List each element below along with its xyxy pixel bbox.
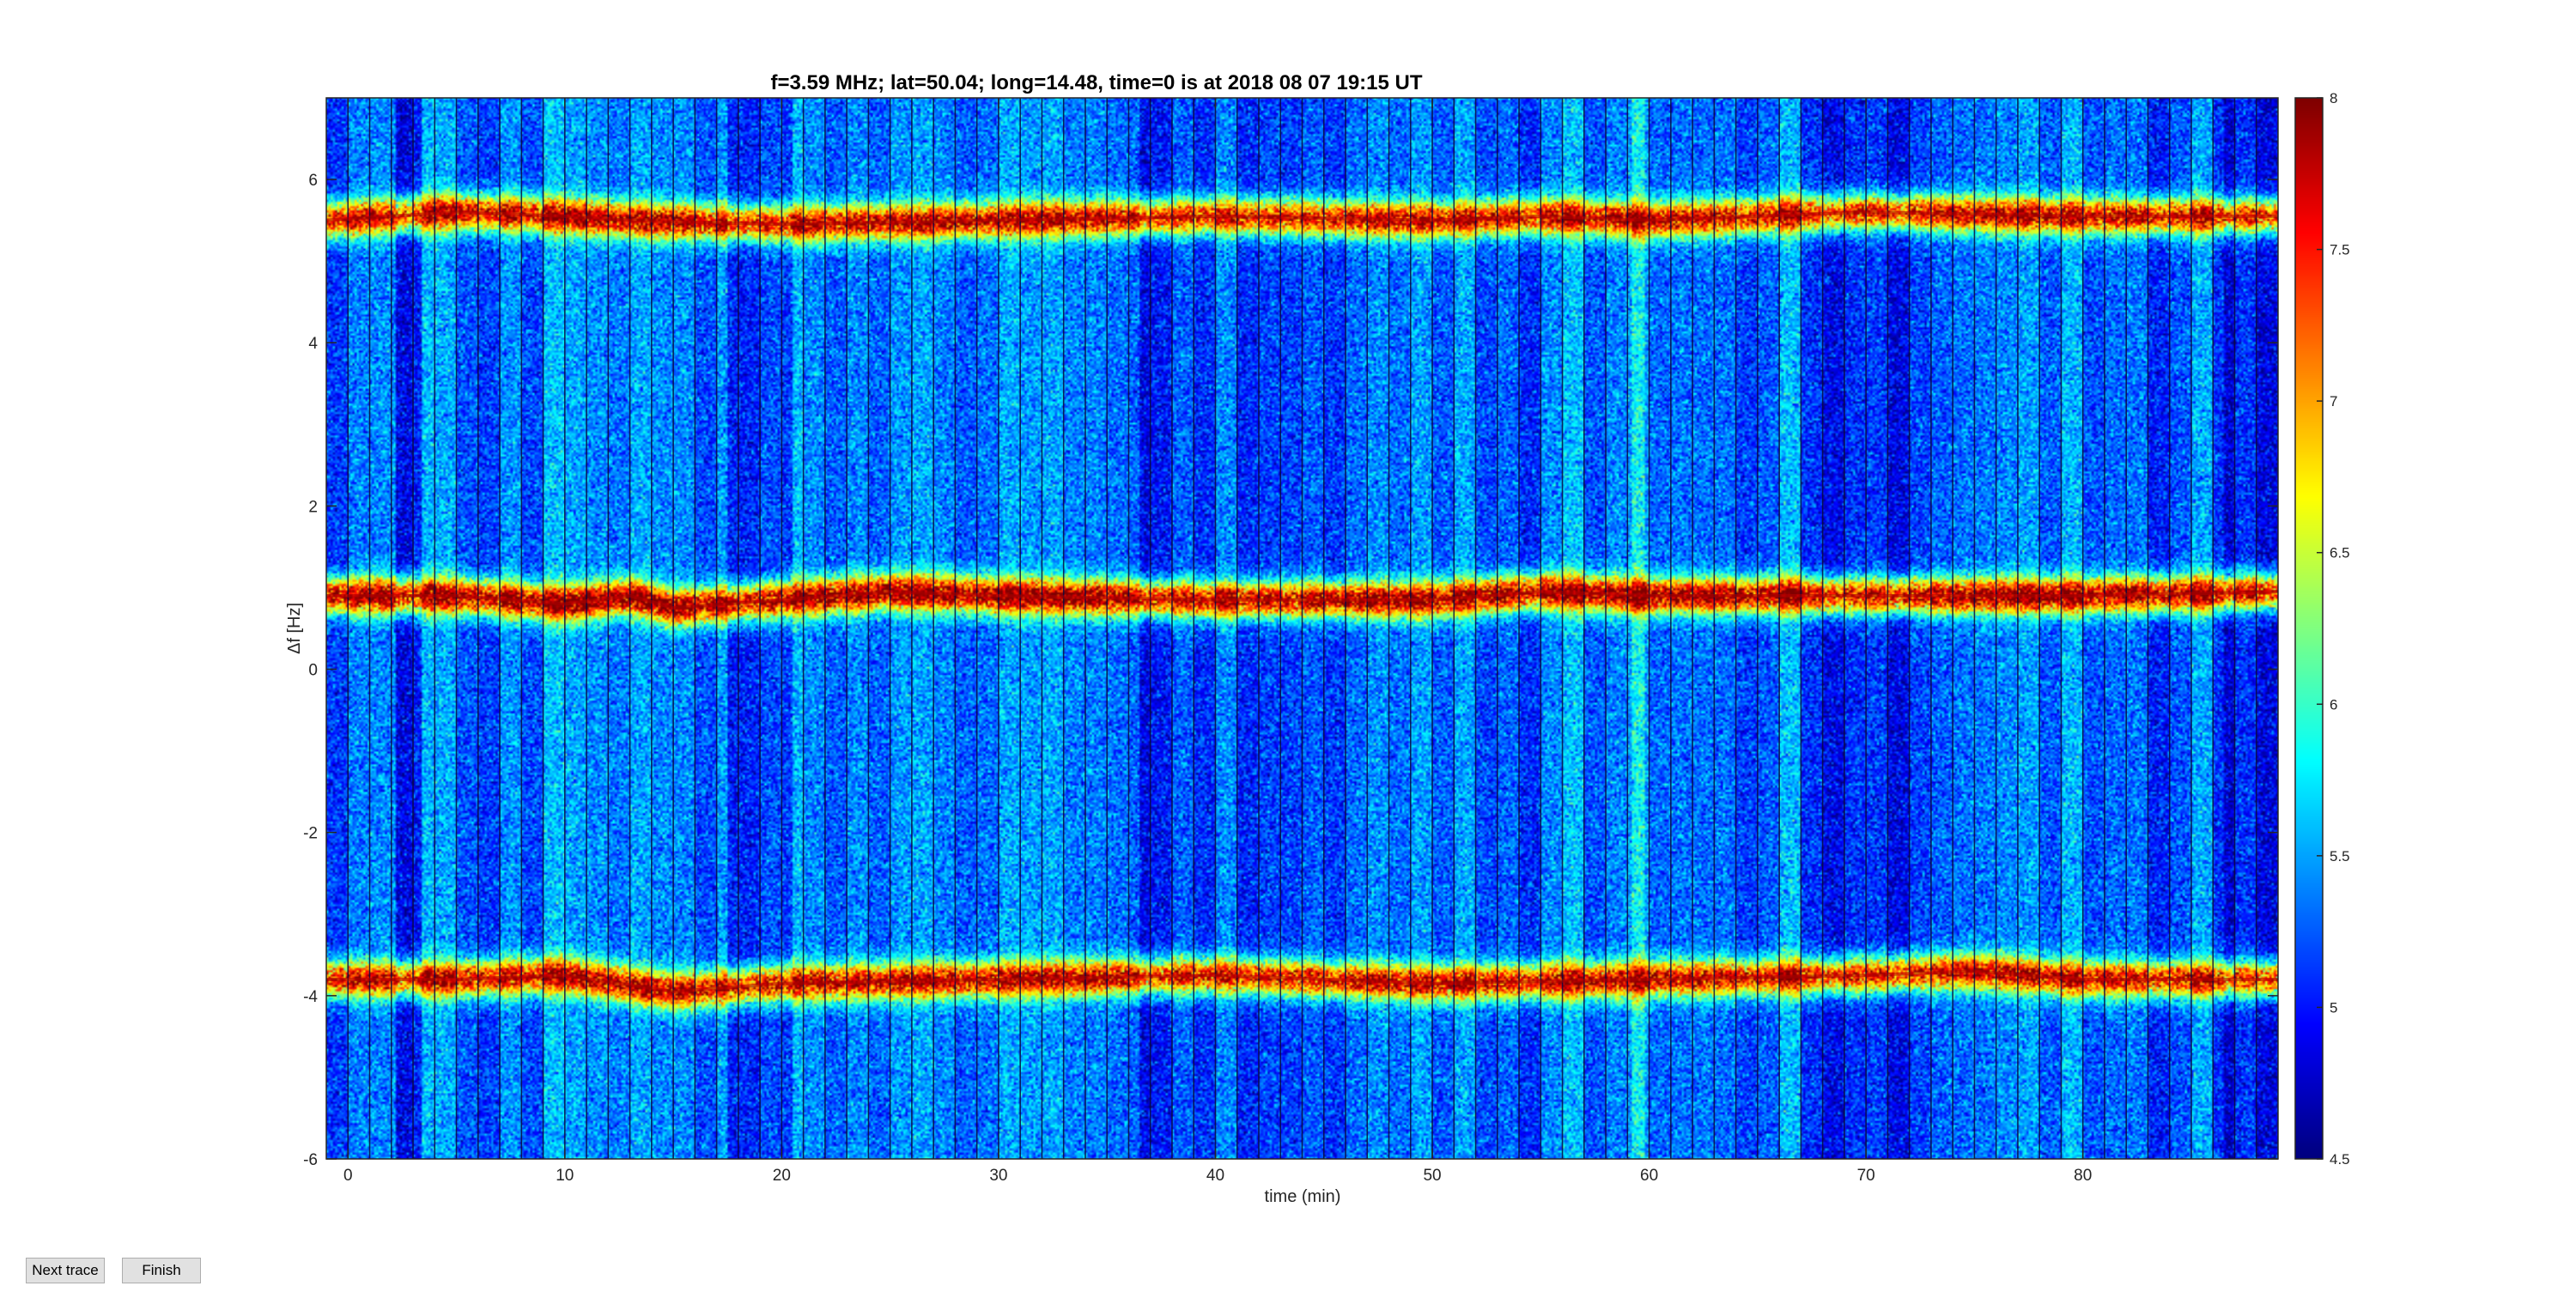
traces	[325, 210, 2279, 994]
x-tick-label: 60	[1640, 1167, 1658, 1185]
y-tick-label: -2	[303, 825, 318, 843]
y-tick-label: 2	[308, 498, 318, 516]
next-trace-button[interactable]: Next trace	[26, 1258, 105, 1283]
y-axis: -6 -4 -2 0 2 4 6	[303, 172, 2278, 1169]
y-tick-label: -4	[303, 988, 318, 1006]
y-tick-label: 4	[308, 335, 318, 353]
x-tick-label: 70	[1857, 1167, 1875, 1185]
x-tick-label: 30	[989, 1167, 1007, 1185]
x-tick-label: 0	[343, 1167, 353, 1185]
colorbar-tick-label: 5.5	[2330, 848, 2350, 864]
y-axis-label: Δf [Hz]	[285, 603, 304, 654]
x-axis-label: time (min)	[1265, 1187, 1341, 1206]
segment-separators	[347, 98, 2257, 1159]
colorbar-tick-label: 6	[2330, 696, 2337, 713]
x-tick-label: 80	[2074, 1167, 2092, 1185]
y-tick-label: -6	[303, 1151, 318, 1169]
colorbar-tick-label: 4.5	[2330, 1151, 2350, 1168]
colorbar-tick-label: 6.5	[2330, 545, 2350, 561]
colorbar-tick-label: 5	[2330, 999, 2337, 1016]
finish-button[interactable]: Finish	[122, 1258, 201, 1283]
colorbar-frame	[2294, 97, 2324, 1160]
colorbar-tick-label: 8	[2330, 90, 2337, 106]
colorbar-ticks: 4.5 5 5.5 6 6.5 7 7.5 8	[2317, 90, 2350, 1168]
trace-1	[325, 210, 2278, 227]
trace-2	[326, 590, 2279, 610]
colorbar-tick-label: 7	[2330, 393, 2337, 409]
x-tick-label: 40	[1206, 1167, 1224, 1185]
colorbar-tick-label: 7.5	[2330, 242, 2350, 258]
y-tick-label: 0	[308, 662, 318, 680]
x-axis: 0 10 20 30 40 50 60 70 80	[343, 98, 2092, 1185]
trace-3	[326, 969, 2278, 994]
x-tick-label: 20	[773, 1167, 791, 1185]
chart-title: f=3.59 MHz; lat=50.04; long=14.48, time=…	[770, 71, 1422, 94]
x-tick-label: 10	[556, 1167, 574, 1185]
plot-frame	[325, 97, 2279, 1160]
x-tick-label: 50	[1423, 1167, 1441, 1185]
y-tick-label: 6	[308, 172, 318, 190]
colorbar	[2295, 98, 2323, 1159]
